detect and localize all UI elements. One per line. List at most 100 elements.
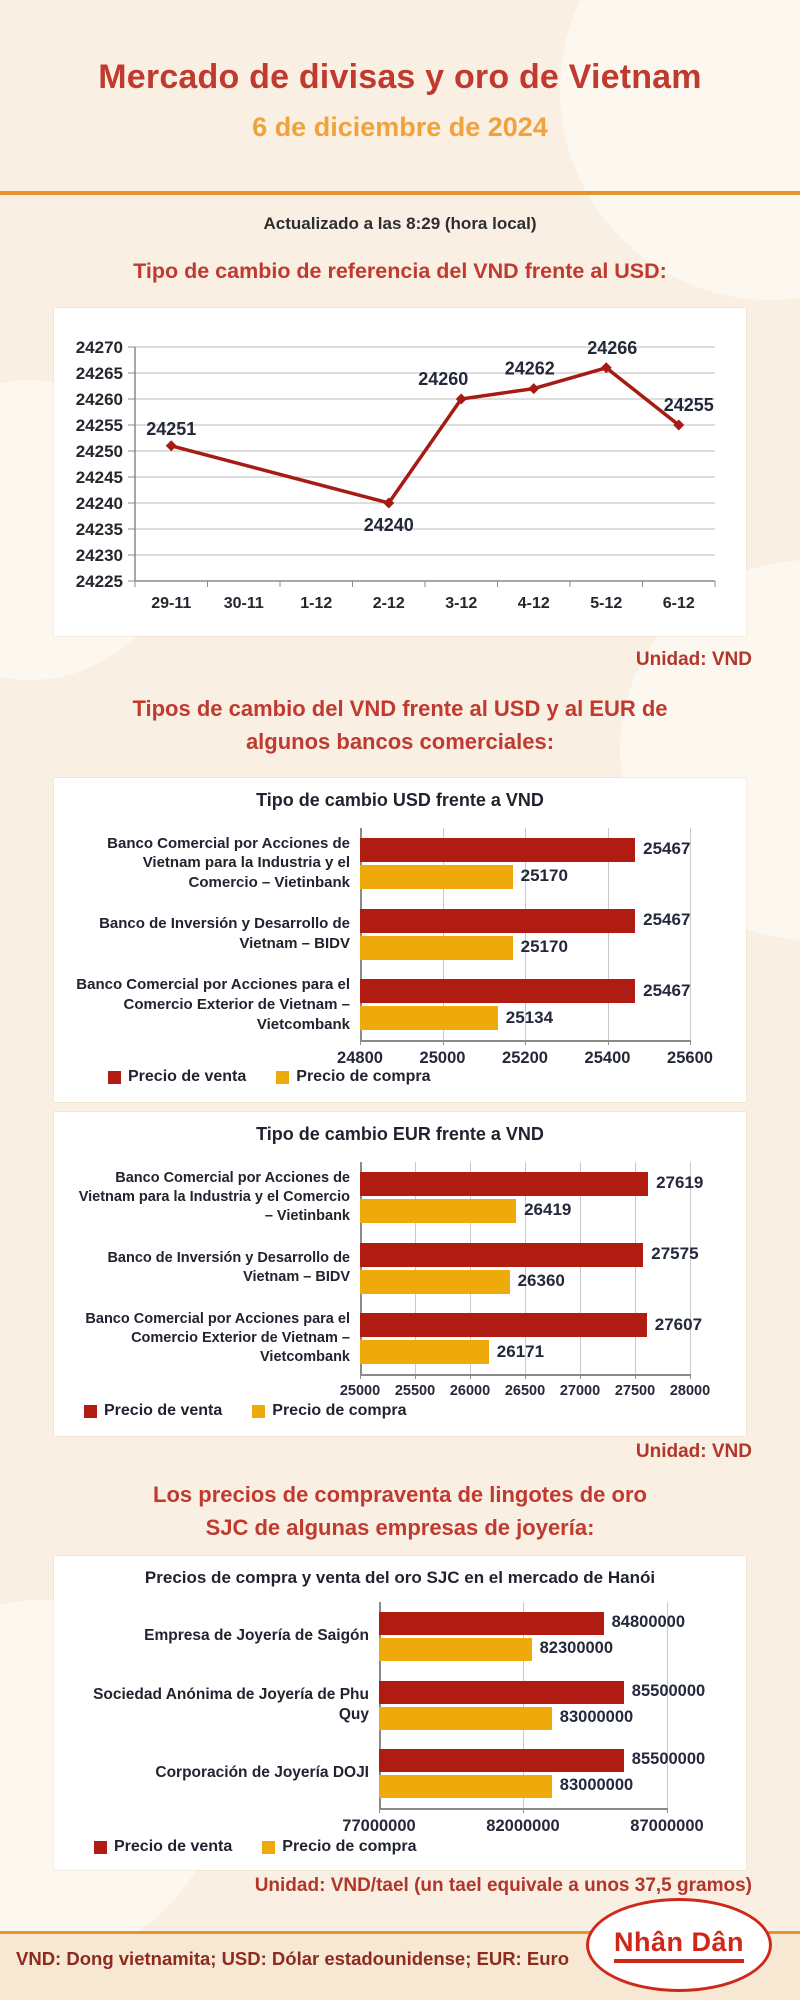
category-label: Banco de Inversión y Desarrollo de Vietn…: [107, 1249, 350, 1285]
x-axis-tick: [379, 1808, 380, 1813]
x-axis-tick-label: 82000000: [486, 1817, 560, 1835]
x-axis-tick: [690, 1374, 691, 1379]
divider-rule-bottom: [0, 1931, 800, 1934]
legend-swatch: [252, 1404, 266, 1418]
x-axis-tick-label: 26500: [504, 1383, 546, 1399]
sell-bar: [360, 837, 636, 862]
y-axis-tick-label: 24225: [76, 572, 123, 591]
bar-value-label: 25134: [505, 1007, 554, 1027]
data-point-marker: [455, 393, 467, 405]
category-axis-line: [379, 1602, 381, 1808]
legend-item: Precio de compra: [252, 1402, 407, 1420]
y-axis-tick-label: 24245: [76, 468, 123, 487]
bar-value-label: 83000000: [559, 1776, 634, 1795]
buy-bar: [379, 1637, 532, 1661]
bar-value-label: 26171: [496, 1341, 545, 1361]
category-label: Corporación de Joyería DOJI: [155, 1764, 369, 1782]
sell-bar: [379, 1680, 624, 1704]
sell-bar: [360, 1242, 644, 1267]
data-point-label: 24240: [364, 515, 414, 535]
x-axis-tick-label: 25400: [584, 1049, 631, 1067]
x-axis-tick: [470, 1374, 471, 1379]
gridline-v: [607, 828, 609, 1040]
x-axis-tick-label: 25200: [502, 1049, 548, 1067]
gridline-v: [690, 828, 691, 1040]
gridline-v: [470, 1162, 471, 1374]
x-axis-tick-label: 30-11: [224, 595, 264, 612]
footer-note: VND: Dong vietnamita; USD: Dólar estadou…: [16, 1948, 569, 1969]
x-axis-tick: [442, 1040, 444, 1045]
usd-bar-chart-card: Tipo de cambio USD frente a VND Banco Com…: [54, 778, 746, 1102]
y-axis-tick-label: 24250: [76, 442, 123, 461]
x-axis-tick: [525, 1040, 526, 1045]
buy-bar: [360, 864, 513, 889]
y-axis-tick-label: 24255: [76, 416, 123, 435]
x-axis-tick-label: 24800: [337, 1049, 383, 1067]
bar-value-label: 83000000: [559, 1707, 634, 1726]
reference-line-chart-card: 24225 24230 24235 24240 24245 24250 24255 24260…: [54, 308, 746, 636]
gridline-v: [667, 1602, 668, 1808]
legend-item: Precio de compra: [276, 1068, 431, 1086]
page-title: Mercado de divisas y oro de Vietnam: [98, 58, 702, 96]
page-date: 6 de diciembre de 2024: [252, 112, 548, 142]
x-axis-tick: [415, 1374, 416, 1379]
bar-value-label: 26419: [524, 1200, 572, 1220]
chart-legend: Precio de venta Precio de compra: [108, 1068, 431, 1086]
bar-value-label: 26360: [517, 1270, 565, 1290]
gridline-v: [525, 1162, 526, 1374]
x-axis-tick-label: 6-12: [663, 595, 695, 612]
chart-title: Tipo de cambio USD frente a VND: [256, 790, 544, 810]
x-axis-line: [360, 1040, 690, 1042]
legend-label: Precio de compra: [296, 1068, 431, 1085]
updated-note: Actualizado a las 8:29 (hora local): [263, 214, 537, 233]
section-heading-reference: Tipo de cambio de referencia del VND fre…: [133, 259, 667, 283]
legend-item: Precio de venta: [94, 1838, 232, 1856]
sell-bar: [360, 979, 636, 1004]
reference-line-chart: 24225 24230 24235 24240 24245 24250 24255 24260…: [76, 338, 716, 612]
data-point-marker: [165, 440, 177, 452]
buy-bar: [360, 1006, 498, 1031]
legend-item: Precio de venta: [108, 1068, 246, 1086]
x-axis-tick: [525, 1374, 526, 1379]
x-axis-tick-label: 5-12: [590, 595, 622, 612]
x-axis-tick-label: 25500: [394, 1383, 436, 1399]
bar-value-label: 85500000: [631, 1681, 706, 1700]
x-axis-tick-label: 4-12: [518, 595, 550, 612]
legend-swatch: [276, 1070, 290, 1084]
section-heading-gold: Los precios de compraventa de lingotes d…: [153, 1482, 647, 1540]
category-label: Banco Comercial por Acciones de Vietnam …: [78, 1169, 350, 1224]
buy-bar: [360, 1198, 517, 1223]
x-axis-tick: [667, 1808, 668, 1813]
legend-item: Precio de venta: [84, 1402, 222, 1420]
sell-bar: [379, 1611, 604, 1635]
bar-value-label: 25467: [643, 980, 691, 1000]
legend-swatch: [94, 1840, 107, 1854]
x-axis-tick-label: 29-11: [151, 595, 191, 612]
unit-label-reference: Unidad: VND: [635, 649, 752, 670]
gridline-v: [442, 828, 444, 1040]
legend-swatch: [108, 1070, 121, 1084]
y-axis-tick-label: 24260: [76, 390, 123, 409]
data-point-marker: [528, 383, 540, 395]
buy-bar: [379, 1775, 552, 1799]
y-axis-tick-label: 24230: [76, 546, 123, 565]
x-axis-tick-label: 87000000: [630, 1817, 704, 1835]
data-point-marker: [383, 497, 395, 509]
category-axis-line: [360, 828, 362, 1040]
bar-value-label: 84800000: [611, 1613, 686, 1632]
legend-label: Precio de venta: [104, 1402, 223, 1419]
category-label: Banco de Inversión y Desarrollo de Vietn…: [99, 915, 350, 952]
x-axis-line: [379, 1808, 667, 1810]
category-label: Banco Comercial por Acciones de Vietnam …: [107, 834, 350, 892]
bar-value-label: 25467: [643, 839, 691, 859]
sell-bar: [360, 1171, 649, 1196]
data-point-marker: [673, 419, 685, 431]
legend-label: Precio de compra: [282, 1838, 417, 1855]
bar-value-label: 85500000: [631, 1750, 706, 1769]
chart-legend: Precio de venta Precio de compra: [94, 1838, 417, 1856]
gridline-v: [635, 1162, 636, 1374]
x-axis-tick-label: 77000000: [342, 1817, 416, 1835]
gridline-v: [415, 1162, 416, 1374]
x-axis-tick: [580, 1374, 581, 1379]
